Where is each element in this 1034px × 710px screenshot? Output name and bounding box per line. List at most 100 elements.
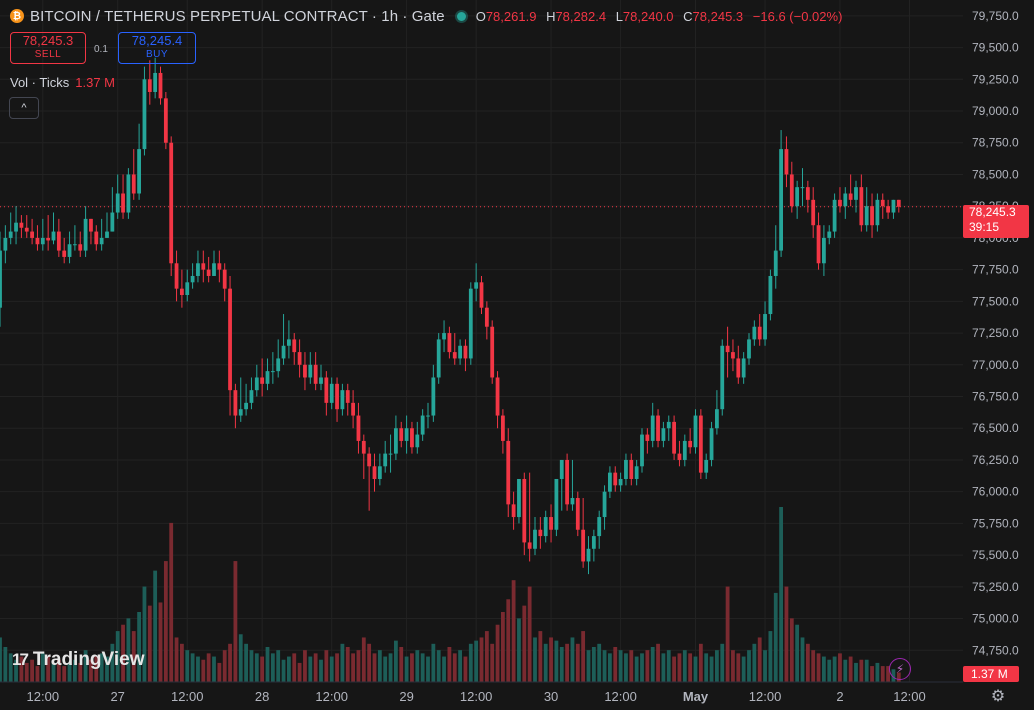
candle-body <box>35 237 40 245</box>
volume-bar <box>565 643 569 682</box>
x-tick-label: 12:00 <box>171 689 204 704</box>
volume-bar <box>543 643 548 682</box>
candle-body <box>720 345 725 410</box>
candle-body <box>800 187 805 189</box>
candle-body <box>212 263 216 276</box>
candle-body <box>843 193 848 207</box>
candle <box>811 187 816 238</box>
candle <box>99 218 104 251</box>
candle-body <box>126 174 131 213</box>
candle-body <box>377 466 382 479</box>
market-status-icon[interactable] <box>456 11 466 21</box>
x-tick-label: 12:00 <box>460 689 493 704</box>
candle <box>731 339 735 372</box>
candle-body <box>725 345 730 353</box>
time-axis[interactable]: 12:00 27 12:00 28 12:00 29 12:00 30 12:00 May 12:0… <box>27 689 926 704</box>
x-tick-label: 12:00 <box>27 689 60 704</box>
volume-bar <box>142 586 147 682</box>
candle-body <box>586 548 591 562</box>
candle <box>383 440 388 473</box>
low-value: 78,240.0 <box>622 8 674 24</box>
y-tick-label: 76,250.0 <box>972 453 1019 467</box>
candle-body <box>8 231 13 238</box>
volume-bar <box>442 656 446 682</box>
last-price-label: 78,245.3 39:15 <box>963 205 1029 238</box>
candle <box>533 517 537 556</box>
candle-body <box>731 352 735 359</box>
price-axis[interactable]: 79,750.0 79,500.0 79,250.0 79,000.0 78,750.0… <box>972 9 1019 657</box>
candle-body <box>24 227 29 232</box>
candle-body <box>511 504 516 518</box>
candle <box>666 415 671 441</box>
buy-button[interactable]: 78,245.4 BUY <box>118 32 196 64</box>
volume-bar <box>458 650 462 682</box>
volume-bar <box>816 653 821 682</box>
candle-body <box>501 415 505 441</box>
gear-icon[interactable]: ⚙ <box>990 688 1006 705</box>
candle <box>340 383 345 416</box>
volume-bar <box>212 656 216 682</box>
candle-body <box>768 275 773 315</box>
volume-bar <box>709 656 714 682</box>
volume-legend[interactable]: Vol · Ticks 1.37 M <box>10 75 115 90</box>
volume-bar <box>634 656 639 682</box>
symbol-legend: ₿ BITCOIN / TETHERUS PERPETUAL CONTRACT … <box>10 6 848 26</box>
candle-body <box>549 517 553 530</box>
y-tick-label: 76,000.0 <box>972 485 1019 499</box>
volume-bar <box>859 659 864 682</box>
y-tick-label: 74,750.0 <box>972 643 1019 657</box>
candle <box>174 250 179 302</box>
candle-body <box>479 282 484 308</box>
collapse-legend-button[interactable]: ^ <box>9 97 39 119</box>
candle-body <box>570 498 575 505</box>
change-value: −16.6 (−0.02%) <box>752 8 843 24</box>
volume-bar <box>121 624 125 682</box>
volume-bar <box>832 656 837 682</box>
candle <box>377 453 382 486</box>
volume-bar <box>265 647 270 682</box>
volume-bar <box>78 662 83 682</box>
volume-bar <box>452 653 457 682</box>
volume-bar <box>222 650 227 682</box>
candle <box>709 421 714 467</box>
volume-bar <box>394 640 398 682</box>
candle-body <box>99 237 104 245</box>
candle-body <box>137 149 141 194</box>
candle-body <box>672 421 676 454</box>
candle <box>180 269 184 308</box>
candle-body <box>303 364 307 378</box>
candle-body <box>19 222 24 228</box>
candle-body <box>640 434 644 467</box>
lightning-icon[interactable]: ⚡ <box>889 658 911 680</box>
volume-bar <box>554 640 559 682</box>
candle-body <box>463 345 468 359</box>
sell-button[interactable]: 78,245.3 SELL <box>10 32 86 64</box>
candle-body <box>206 269 211 276</box>
candle-body <box>121 193 125 213</box>
candle <box>281 314 286 365</box>
candles <box>0 57 901 575</box>
volume-bar <box>244 643 248 682</box>
candle <box>634 459 639 486</box>
volume-bar <box>672 656 676 682</box>
volume-bar <box>731 650 735 682</box>
candle <box>196 250 200 283</box>
symbol-title[interactable]: BITCOIN / TETHERUS PERPETUAL CONTRACT · … <box>30 7 445 25</box>
candle-body <box>484 307 489 327</box>
candle <box>586 536 591 575</box>
candle <box>238 377 243 422</box>
x-tick-label: 12:00 <box>604 689 637 704</box>
candle <box>720 339 725 416</box>
candle-body <box>78 244 83 251</box>
low-label: L <box>615 8 623 24</box>
volume-bar <box>645 650 650 682</box>
volume-bar <box>254 653 259 682</box>
tradingview-logo[interactable]: 17 TradingView <box>12 649 145 671</box>
volume-bar <box>89 659 93 682</box>
volume-bar <box>340 643 345 682</box>
candle-body <box>832 199 837 232</box>
volume-bar <box>827 659 832 682</box>
candle-body <box>864 206 869 226</box>
candle <box>212 250 216 276</box>
